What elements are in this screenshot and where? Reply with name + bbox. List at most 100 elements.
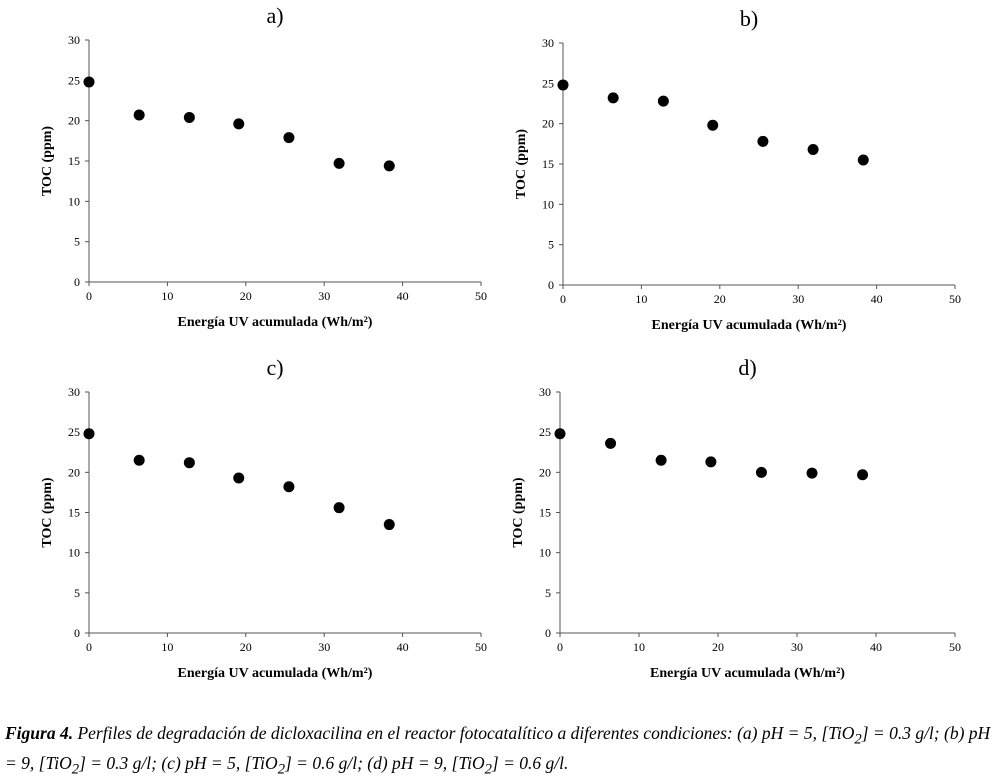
x-tick-label-c: 20 <box>240 640 252 654</box>
data-point-d <box>655 454 667 466</box>
data-point-c <box>283 481 295 493</box>
x-tick-label-c: 30 <box>318 640 330 654</box>
y-tick-label-c: 15 <box>68 506 80 520</box>
y-tick-label-b: 15 <box>542 157 554 171</box>
data-point-d <box>755 466 767 478</box>
x-tick-label-d: 40 <box>870 640 882 654</box>
caption-text-3: ] = 0.3 g/l; (c) pH = 5, [TiO <box>79 752 278 773</box>
caption-text-5: ] = 0.6 g/l. <box>491 752 569 773</box>
y-tick-label-a: 10 <box>68 194 80 208</box>
chart-panel-a: a) 0 5 10 15 20 25 30 0 10 20 30 40 50 Energía UV acum… <box>40 3 487 330</box>
x-tick-label-b: 0 <box>560 292 566 306</box>
data-point-d <box>554 428 566 440</box>
y-tick-label-b: 30 <box>542 36 554 50</box>
y-tick-label-d: 25 <box>539 425 551 439</box>
caption-sub-1: 2 <box>854 731 862 748</box>
data-point-b <box>757 135 769 147</box>
figure-caption: Figura 4. Perfiles de degradación de dic… <box>5 722 995 781</box>
x-tick-label-d: 10 <box>633 640 645 654</box>
data-point-a <box>133 109 145 121</box>
x-tick-label-b: 10 <box>635 292 647 306</box>
y-tick-label-d: 15 <box>539 506 551 520</box>
y-tick-label-a: 20 <box>68 114 80 128</box>
x-tick-label-b: 50 <box>949 292 961 306</box>
y-tick-label-d: 5 <box>545 586 551 600</box>
data-point-d <box>806 467 818 479</box>
y-axis-label-a: TOC (ppm) <box>40 126 55 196</box>
y-tick-label-c: 30 <box>68 385 80 399</box>
caption-text-1: Perfiles de degradación de dicloxacilina… <box>73 723 855 743</box>
data-point-d <box>857 469 869 481</box>
x-tick-label-b: 20 <box>714 292 726 306</box>
data-point-a <box>183 111 195 123</box>
x-axis-label-a: Energía UV acumulada (Wh/m²) <box>178 315 373 330</box>
data-point-c <box>133 454 145 466</box>
panel-label-a: a) <box>266 3 283 28</box>
y-tick-label-a: 30 <box>68 33 80 47</box>
data-point-c <box>233 472 245 484</box>
caption-sub-3: 2 <box>277 761 285 777</box>
data-point-b <box>557 79 569 91</box>
caption-text-2: ] = 0.3 g/l; (b) pH = 9, [TiO <box>5 723 991 773</box>
x-tick-label-a: 30 <box>318 289 330 303</box>
data-point-c <box>383 519 395 531</box>
data-point-d <box>605 437 617 449</box>
y-tick-label-a: 15 <box>68 154 80 168</box>
y-tick-label-d: 0 <box>545 626 551 640</box>
x-tick-label-a: 40 <box>397 289 409 303</box>
y-tick-label-c: 25 <box>68 425 80 439</box>
y-axis-label-c: TOC (ppm) <box>40 477 55 547</box>
chart-panel-c: c) 0 5 10 15 20 25 30 0 10 20 30 40 50 Energía UV acum… <box>40 355 487 681</box>
x-tick-label-d: 20 <box>712 640 724 654</box>
x-tick-label-a: 20 <box>240 289 252 303</box>
caption-text-4: ] = 0.6 g/l; (d) pH = 9, [TiO <box>284 752 485 773</box>
x-tick-label-b: 40 <box>871 292 883 306</box>
y-tick-label-c: 20 <box>68 465 80 479</box>
caption-sub-4: 2 <box>484 761 492 777</box>
chart-panel-b: b) 0 5 10 15 20 25 30 0 10 20 30 40 50 Energía UV acum… <box>514 6 961 333</box>
y-tick-label-b: 10 <box>542 197 554 211</box>
x-axis-label-d: Energía UV acumulada (Wh/m²) <box>650 666 845 681</box>
x-tick-label-d: 50 <box>949 640 961 654</box>
data-point-b <box>707 119 719 131</box>
panel-label-c: c) <box>266 355 283 380</box>
x-tick-label-a: 50 <box>475 289 487 303</box>
x-tick-label-c: 0 <box>86 640 92 654</box>
y-tick-label-a: 0 <box>74 275 80 289</box>
data-point-a <box>83 76 95 88</box>
x-tick-label-c: 50 <box>475 640 487 654</box>
y-tick-label-c: 10 <box>68 546 80 560</box>
data-point-b <box>807 143 819 155</box>
data-point-a <box>383 160 395 172</box>
y-tick-label-c: 0 <box>74 626 80 640</box>
chart-panel-d: d) 0 5 10 15 20 25 30 0 10 20 30 40 50 Energía UV acum… <box>511 355 961 681</box>
data-point-b <box>857 154 869 166</box>
data-point-a <box>283 132 295 144</box>
data-point-a <box>333 157 345 169</box>
data-point-c <box>83 428 95 440</box>
x-tick-label-c: 40 <box>397 640 409 654</box>
y-tick-label-a: 25 <box>68 73 80 87</box>
x-tick-label-a: 10 <box>161 289 173 303</box>
data-point-b <box>607 92 619 104</box>
x-tick-label-d: 0 <box>557 640 563 654</box>
data-point-c <box>183 457 195 469</box>
x-tick-label-d: 30 <box>791 640 803 654</box>
x-tick-label-b: 30 <box>792 292 804 306</box>
y-axis-label-b: TOC (ppm) <box>514 129 529 199</box>
y-tick-label-d: 30 <box>539 385 551 399</box>
data-point-d <box>705 456 717 468</box>
y-tick-label-c: 5 <box>74 586 80 600</box>
caption-label: Figura 4. <box>5 723 74 743</box>
y-tick-label-d: 20 <box>539 465 551 479</box>
caption-sub-2: 2 <box>71 761 80 777</box>
x-tick-label-c: 10 <box>161 640 173 654</box>
y-tick-label-b: 5 <box>548 238 554 252</box>
y-tick-label-b: 25 <box>542 76 554 90</box>
y-axis-label-d: TOC (ppm) <box>511 477 526 547</box>
data-point-c <box>333 502 345 514</box>
x-axis-label-b: Energía UV acumulada (Wh/m²) <box>652 318 847 333</box>
x-tick-label-a: 0 <box>86 289 92 303</box>
y-tick-label-b: 0 <box>548 278 554 292</box>
